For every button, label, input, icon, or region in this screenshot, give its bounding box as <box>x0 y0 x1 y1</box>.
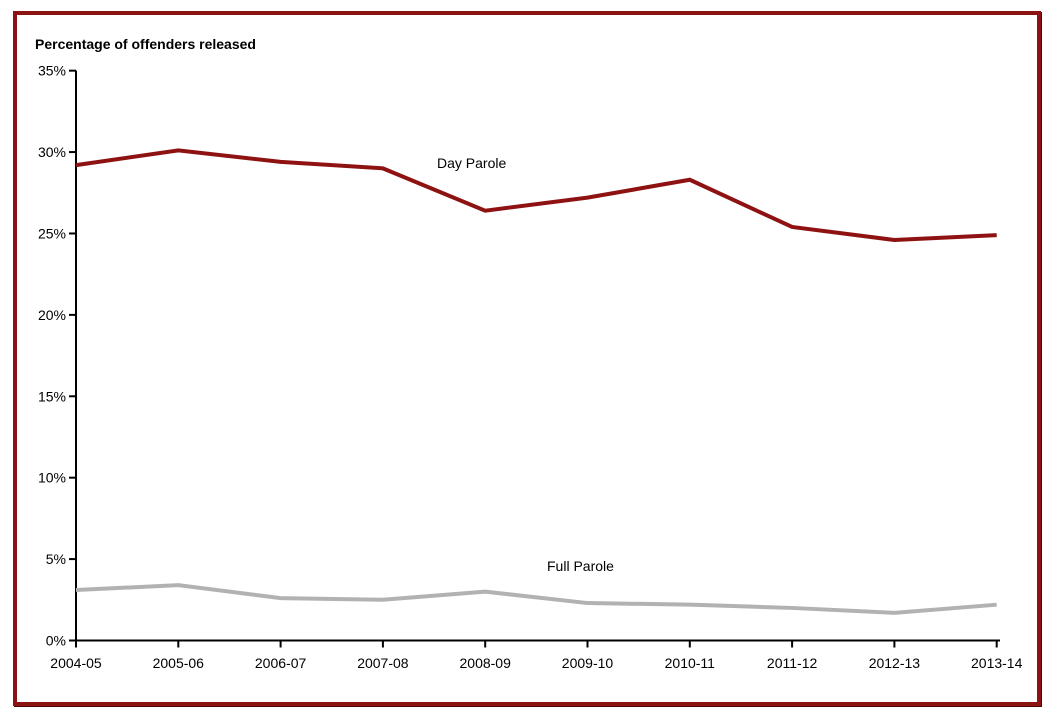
x-tick-label: 2013-14 <box>971 655 1023 671</box>
y-tick-label: 35% <box>38 63 66 79</box>
series-line-full-parole <box>75 583 997 615</box>
series-label-day-parole: Day Parole <box>437 155 506 171</box>
x-tick-label: 2012-13 <box>869 655 921 671</box>
x-tick-label: 2011-12 <box>767 655 818 671</box>
y-tick-label: 0% <box>46 633 66 649</box>
chart-frame <box>13 11 1041 706</box>
x-tick-label: 2006-07 <box>255 655 307 671</box>
chart-title: Percentage of offenders released <box>35 36 256 52</box>
y-tick-label: 15% <box>38 388 66 404</box>
x-tick-label: 2007-08 <box>357 655 409 671</box>
y-tick-label: 25% <box>38 225 66 241</box>
x-tick-label: 2008-09 <box>460 655 512 671</box>
x-tick-label: 2005-06 <box>153 655 205 671</box>
series-label-full-parole: Full Parole <box>547 558 614 574</box>
x-tick-label: 2004-05 <box>50 655 102 671</box>
y-tick-label: 10% <box>38 470 66 486</box>
y-tick-label: 20% <box>38 307 66 323</box>
y-tick-label: 30% <box>38 144 66 160</box>
series-line-day-parole <box>75 148 997 242</box>
x-tick-label: 2010-11 <box>665 655 716 671</box>
x-tick-label: 2009-10 <box>562 655 614 671</box>
y-tick-label: 5% <box>46 551 66 567</box>
